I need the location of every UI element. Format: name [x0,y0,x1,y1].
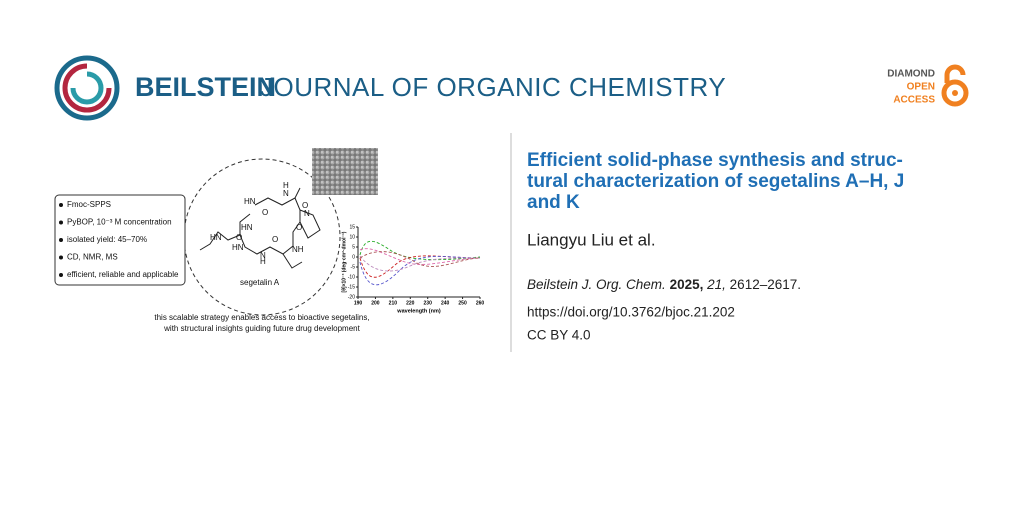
cd-curves [359,240,481,286]
compound-name: segetalin A [240,278,280,287]
bullet-text: efficient, reliable and applicable [67,270,179,279]
atom-label: O [296,223,302,232]
bullet-box [54,194,186,286]
bullet-text: CD, NMR, MS [67,253,118,262]
y-tick-label: 5 [352,244,355,250]
y-tick-label: -15 [348,284,355,290]
atom-label: HN [210,233,222,242]
year: 2025, [670,277,704,292]
bullet-text: isolated yield: 45–70% [67,235,147,244]
atom-label: H [260,257,266,266]
bullet-dot [59,220,63,225]
doi[interactable]: https://doi.org/10.3762/bjoc.21.202 [527,305,735,320]
x-tick-label: 250 [458,300,467,306]
x-axis-label: wavelength (nm) [396,308,441,314]
atom-label: N [260,251,266,260]
resin-image [312,148,378,195]
atom-label: O [262,208,268,217]
journal: Beilstein J. Org. Chem. [527,277,666,292]
y-axis-label: [θ]×10⁻³ (deg·cm²·dmol⁻¹) [341,231,347,292]
structure [199,187,321,269]
brand: BEILSTEIN [135,72,276,102]
x-tick-label: 200 [371,300,380,306]
atom-label: HN [232,243,244,252]
citation: Beilstein J. Org. Chem. 2025, 21, 2612–2… [527,277,801,292]
atom-label: N [283,189,289,198]
journal-name: JOURNAL OF ORGANIC CHEMISTRY [260,72,726,102]
x-tick-label: 230 [424,300,433,306]
bullet-dot [59,255,63,260]
atom-label: N [304,209,310,218]
atom-label: O [302,201,308,210]
volume: 21, [706,277,726,292]
bullet-dot [59,273,63,277]
bullet-text: Fmoc-SPPS [67,200,111,209]
authors: Liangyu Liu et al. [527,230,656,249]
access-label: OPEN [907,82,935,93]
x-tick-label: 210 [389,300,398,306]
access-label: DIAMOND [887,69,935,80]
y-tick-label: 15 [349,224,355,230]
y-tick-label: -10 [348,274,355,280]
caption-line: this scalable strategy enables access to… [154,313,369,322]
y-tick-label: -20 [348,294,355,300]
x-tick-label: 240 [441,300,450,306]
access-label: ACCESS [893,95,935,106]
title-line: Efficient solid-phase synthesis and stru… [527,150,903,171]
caption-line: with structural insights guiding future … [163,324,360,333]
y-tick-label: -5 [351,264,356,270]
x-tick-label: 260 [476,300,485,306]
title-line: tural characterization of segetalins A–H… [527,171,904,192]
open-access-icon [941,64,969,107]
y-tick-label: 10 [349,234,355,240]
dashed-circle [183,158,341,316]
y-tick-label: 0 [352,254,355,260]
atom-label: HN [241,223,253,232]
logo [54,55,120,121]
atom-label: O [272,235,278,244]
pages: 2612–2617. [730,277,801,292]
x-tick-label: 190 [354,300,363,306]
atom-label: O [236,233,242,242]
x-tick-label: 220 [406,300,415,306]
bullet-dot [59,238,63,242]
license: CC BY 4.0 [527,328,591,343]
bullet-text: PyBOP, 10⁻³ M concentration [67,218,172,227]
bullet-dot [59,203,63,207]
atom-label: HN [244,197,256,206]
atom-label: H [283,181,289,190]
title-line: and K [527,192,580,213]
atom-label: NH [292,245,304,254]
